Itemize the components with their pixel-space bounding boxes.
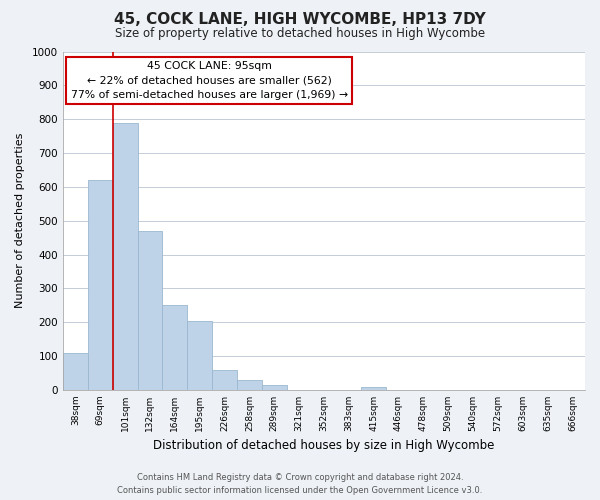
Bar xyxy=(187,320,212,390)
Bar xyxy=(212,370,237,390)
Bar xyxy=(137,231,163,390)
Text: Size of property relative to detached houses in High Wycombe: Size of property relative to detached ho… xyxy=(115,28,485,40)
Bar xyxy=(63,352,88,390)
Text: Contains HM Land Registry data © Crown copyright and database right 2024.
Contai: Contains HM Land Registry data © Crown c… xyxy=(118,474,482,495)
Bar xyxy=(237,380,262,390)
Text: 45, COCK LANE, HIGH WYCOMBE, HP13 7DY: 45, COCK LANE, HIGH WYCOMBE, HP13 7DY xyxy=(114,12,486,28)
Bar xyxy=(113,122,137,390)
Bar xyxy=(163,306,187,390)
Text: 45 COCK LANE: 95sqm
← 22% of detached houses are smaller (562)
77% of semi-detac: 45 COCK LANE: 95sqm ← 22% of detached ho… xyxy=(71,61,347,100)
Y-axis label: Number of detached properties: Number of detached properties xyxy=(15,133,25,308)
Bar xyxy=(262,385,287,390)
X-axis label: Distribution of detached houses by size in High Wycombe: Distribution of detached houses by size … xyxy=(153,440,494,452)
Bar xyxy=(361,386,386,390)
Bar xyxy=(88,180,113,390)
